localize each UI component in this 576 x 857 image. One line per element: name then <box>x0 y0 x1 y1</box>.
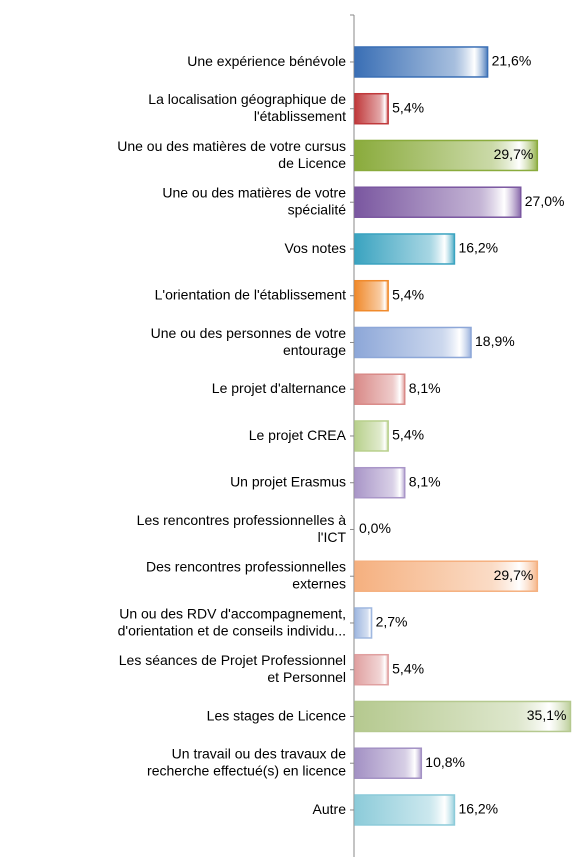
category-label: Autre <box>313 801 347 817</box>
value-label: 5,4% <box>392 99 424 115</box>
bar <box>354 373 406 405</box>
category-label-line: externes <box>292 575 346 591</box>
category-label-line: Un travail ou des travaux de <box>172 745 347 761</box>
category-label-line: Autre <box>313 801 347 817</box>
category-label: Des rencontres professionnelles externes <box>146 558 346 591</box>
category-label: Les séances de Projet Professionnel et Pe… <box>119 652 346 685</box>
bar <box>354 326 472 359</box>
bar <box>354 560 539 592</box>
category-label: Une expérience bénévole <box>187 53 346 69</box>
category-label-line: Un projet Erasmus <box>230 473 346 489</box>
value-label: 16,2% <box>458 240 498 256</box>
value-label: 0,0% <box>359 520 391 536</box>
category-label: Une ou des personnes de votre entourage <box>151 325 347 358</box>
category-label-line: Une expérience bénévole <box>187 53 346 69</box>
category-label: Le projet d'alternance <box>212 380 346 396</box>
category-label-line: Les stages de Licence <box>207 707 347 723</box>
value-label: 16,2% <box>458 801 498 817</box>
category-label-line: spécialité <box>288 201 347 217</box>
category-label: Un projet Erasmus <box>230 473 346 489</box>
category-label-line: recherche effectué(s) en licence <box>147 762 346 778</box>
category-label-line: Le projet d'alternance <box>212 380 346 396</box>
bar <box>354 233 456 265</box>
bar <box>354 466 406 499</box>
bar <box>354 794 456 826</box>
category-label-line: de Licence <box>278 155 346 171</box>
category-label-line: Les séances de Projet Professionnel <box>119 652 346 668</box>
category-label: Vos notes <box>285 240 347 256</box>
category-label-line: Une ou des personnes de votre <box>151 325 347 341</box>
value-label: 5,4% <box>392 286 424 302</box>
category-label-line: Des rencontres professionnelles <box>146 558 346 574</box>
category-label: Les rencontres professionnelles à l'ICT <box>137 512 347 545</box>
category-label-line: l'établissement <box>254 108 346 124</box>
bar <box>354 46 489 78</box>
bar <box>354 92 389 125</box>
value-label: 2,7% <box>376 614 408 630</box>
category-label-line: l'ICT <box>318 529 347 545</box>
category-label-line: et Personnel <box>267 669 346 685</box>
value-label: 35,1% <box>527 707 567 723</box>
category-label: La localisation géographique de l'établis… <box>148 91 346 124</box>
category-label-line: d'orientation et de conseils individu... <box>118 622 346 638</box>
bar <box>354 700 572 733</box>
bar <box>354 420 389 452</box>
value-label: 21,6% <box>492 53 532 69</box>
value-label: 8,1% <box>409 380 441 396</box>
category-label-line: Les rencontres professionnelles à <box>137 512 347 528</box>
category-label: Un ou des RDV d'accompagnement, d'orienta… <box>118 605 346 638</box>
value-label: 5,4% <box>392 660 424 676</box>
category-label-line: Le projet CREA <box>249 427 347 443</box>
category-label: Le projet CREA <box>249 427 347 443</box>
bar <box>354 139 539 172</box>
value-label: 8,1% <box>409 473 441 489</box>
value-label: 27,0% <box>525 193 565 209</box>
category-label-line: La localisation géographique de <box>148 91 346 107</box>
value-label: 29,7% <box>494 567 534 583</box>
bar <box>354 186 522 218</box>
category-label-line: Un ou des RDV d'accompagnement, <box>119 605 346 621</box>
category-label: L'orientation de l'établissement <box>155 286 346 302</box>
value-label: 5,4% <box>392 427 424 443</box>
category-label-line: Une ou des matières de votre cursus <box>117 138 346 154</box>
bar <box>354 279 389 312</box>
value-label: 10,8% <box>425 754 465 770</box>
category-label-line: L'orientation de l'établissement <box>155 286 346 302</box>
bar <box>354 653 389 686</box>
category-label: Les stages de Licence <box>207 707 347 723</box>
category-label: Une ou des matières de votre spécialité <box>162 184 346 217</box>
value-label: 18,9% <box>475 333 515 349</box>
value-label: 29,7% <box>494 146 534 162</box>
category-label-line: Une ou des matières de votre <box>162 184 346 200</box>
category-label: Un travail ou des travaux de recherche ef… <box>147 745 346 778</box>
category-label-line: Vos notes <box>285 240 347 256</box>
bar <box>354 747 423 779</box>
bar <box>354 607 373 639</box>
category-label-line: entourage <box>283 342 346 358</box>
category-label: Une ou des matières de votre cursus de Li… <box>117 138 346 171</box>
